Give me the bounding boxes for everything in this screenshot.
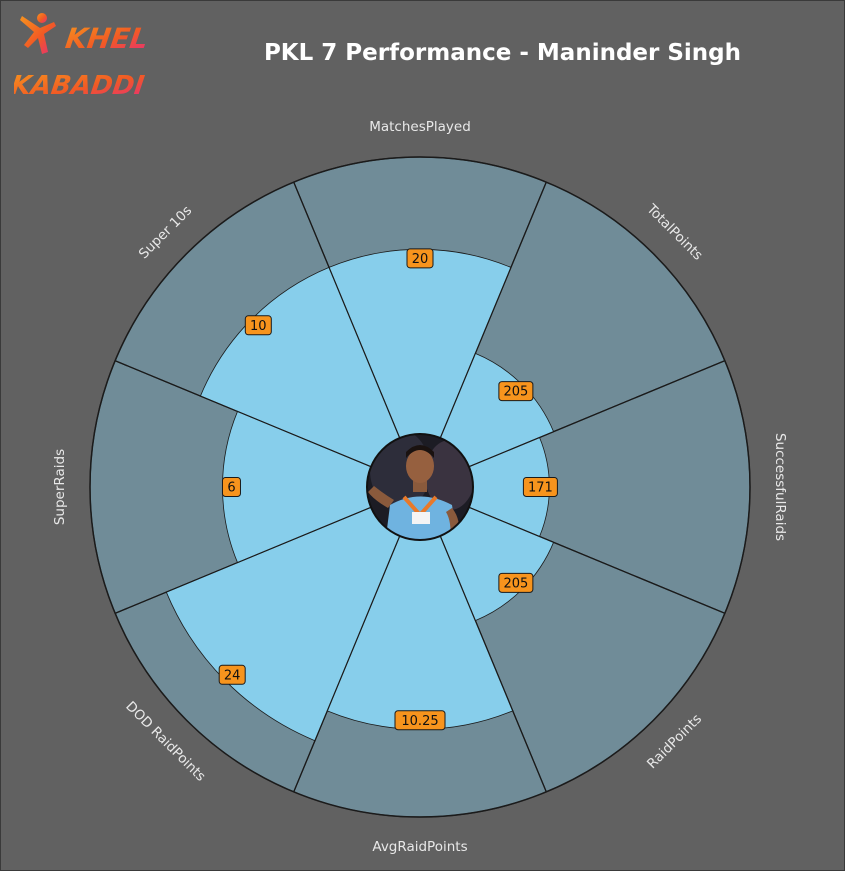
- value-box: [221, 477, 241, 497]
- sector-divider: [114, 506, 372, 614]
- value-label-dod-raidpoints: 24: [218, 664, 246, 685]
- sector-divider: [293, 535, 401, 793]
- player-portrait: [366, 433, 474, 541]
- category-label-superraids: SuperRaids: [52, 449, 68, 525]
- value-box: [244, 315, 272, 336]
- value-text: 171: [528, 481, 553, 496]
- chart-title: PKL 7 Performance - Maninder Singh: [263, 40, 742, 66]
- value-text: 24: [224, 668, 241, 683]
- value-box: [498, 572, 534, 593]
- value-text: 10: [250, 319, 267, 334]
- value-label-totalpoints: 205: [498, 381, 534, 402]
- sector-divider: [439, 181, 547, 439]
- sector-divider: [439, 535, 547, 793]
- value-box: [394, 710, 446, 731]
- category-label-avgraidpoints: AvgRaidPoints: [372, 839, 467, 855]
- value-label-super-10s: 10: [244, 315, 272, 336]
- category-label-successfulraids: SuccessfulRaids: [772, 433, 788, 541]
- value-box: [218, 664, 246, 685]
- outer-ring: [89, 156, 751, 818]
- player-figure-icon: [20, 13, 56, 54]
- sector-divider: [293, 181, 401, 439]
- value-text: 205: [503, 385, 528, 400]
- value-label-avgraidpoints: 10.25: [394, 710, 446, 731]
- value-label-superraids: 6: [221, 477, 241, 497]
- category-label-matchesplayed: MatchesPlayed: [369, 119, 471, 135]
- value-label-matchesplayed: 20: [406, 248, 434, 269]
- value-label-successfulraids: 171: [522, 477, 558, 497]
- value-label-raidpoints: 205: [498, 572, 534, 593]
- sector-divider: [468, 506, 726, 614]
- sector-divider: [114, 360, 372, 468]
- value-text: 6: [227, 481, 235, 496]
- svg-text:KHEL: KHEL: [63, 22, 150, 55]
- value-text: 20: [412, 252, 429, 267]
- value-box: [522, 477, 558, 497]
- sector-divider: [468, 360, 726, 468]
- value-box: [406, 248, 434, 269]
- value-box: [498, 381, 534, 402]
- value-text: 205: [503, 576, 528, 591]
- khel-kabaddi-logo: KHEL KABADDI: [14, 13, 150, 101]
- svg-text:KABADDI: KABADDI: [14, 71, 146, 101]
- value-text: 10.25: [401, 714, 438, 729]
